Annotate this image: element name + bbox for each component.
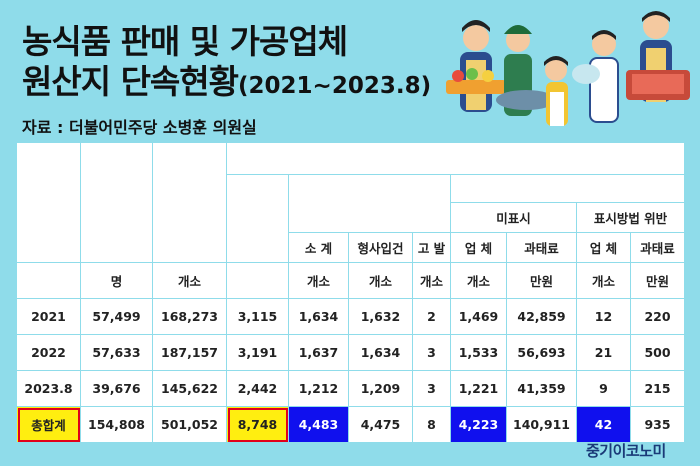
title-main: 원산지 단속현황 (22, 62, 239, 102)
title-line1: 농식품 판매 및 가공업체 (22, 22, 348, 61)
cell-firms2: 9 (576, 370, 631, 407)
table-row: 2022 57,633 187,157 3,191 1,637 1,634 3 … (16, 334, 686, 371)
cell-total: 8,748 (226, 406, 289, 443)
header-firms2: 업 체 (576, 232, 631, 263)
cell-firms2: 42 (576, 406, 631, 443)
title-period: (2021~2023.8) (238, 73, 432, 100)
cell-surveyed: 168,273 (152, 298, 227, 335)
cell-fine: 56,693 (506, 334, 577, 371)
unit-surveyed: 개소 (152, 262, 227, 299)
page-title: 농식품 판매 및 가공업체 원산지 단속현황(2021~2023.8) (22, 22, 431, 103)
cell-criminal: 1,632 (348, 298, 413, 335)
header-unlabeled-all: 미표시 전체 (449, 174, 686, 203)
cell-total: 3,115 (226, 298, 289, 335)
cell-inspectors: 57,499 (80, 298, 153, 335)
cell-accused: 8 (412, 406, 451, 443)
header-false-label: 거짓표시 (288, 174, 451, 233)
cell-fine2: 215 (629, 370, 686, 407)
cell-firms: 4,223 (450, 406, 507, 443)
cell-year: 2022 (16, 334, 81, 371)
cell-firms2: 21 (576, 334, 631, 371)
watermark-logo: 중기이코노미 (586, 442, 666, 460)
table-row: 2021 57,499 168,273 3,115 1,634 1,632 2 … (16, 298, 686, 335)
enforcement-table: 연 도 단속 연인원 조사 업소수 단속실적 합 계 거짓표시 미표시 전체 미… (16, 142, 686, 443)
cell-accused: 2 (412, 298, 451, 335)
unit-firms: 개소 (450, 262, 507, 299)
cell-accused: 3 (412, 334, 451, 371)
cell-total: 2,442 (226, 370, 289, 407)
header-accused: 고 발 (412, 232, 451, 263)
header-method-violation: 표시방법 위반 (575, 202, 686, 233)
cell-criminal: 1,209 (348, 370, 413, 407)
header-year: 연 도 (16, 142, 81, 263)
cell-fine: 42,859 (506, 298, 577, 335)
header-fine: 과태료 (506, 232, 577, 263)
cell-subtotal: 1,634 (288, 298, 349, 335)
source-note: 자료 : 더불어민주당 소병훈 의원실 (22, 118, 257, 137)
cell-accused: 3 (412, 370, 451, 407)
header-firms: 업 체 (450, 232, 507, 263)
cell-surveyed: 145,622 (152, 370, 227, 407)
farmers-illustration (446, 11, 690, 126)
unit-accused: 개소 (412, 262, 451, 299)
cell-firms: 1,469 (450, 298, 507, 335)
header-fine2: 과태료 (629, 232, 686, 263)
table-row: 2023.8 39,676 145,622 2,442 1,212 1,209 … (16, 370, 686, 407)
cell-firms: 1,533 (450, 334, 507, 371)
cell-year: 2023.8 (16, 370, 81, 407)
header-subtotal: 소 계 (288, 232, 349, 263)
header-criminal: 형사입건 (348, 232, 413, 263)
unit-fine2: 만원 (629, 262, 686, 299)
unit-subtotal: 개소 (288, 262, 349, 299)
cell-subtotal: 1,212 (288, 370, 349, 407)
total-row: 총합계 154,808 501,052 8,748 4,483 4,475 8 … (16, 406, 686, 443)
cell-fine2: 500 (629, 334, 686, 371)
cell-surveyed: 187,157 (152, 334, 227, 371)
cell-criminal: 4,475 (348, 406, 413, 443)
cell-subtotal: 4,483 (288, 406, 349, 443)
unit-year (16, 262, 81, 299)
header-results: 단속실적 (225, 142, 686, 175)
unit-fine: 만원 (506, 262, 577, 299)
cell-fine: 41,359 (506, 370, 577, 407)
header-inspectors: 단속 연인원 (80, 142, 153, 263)
cell-inspectors: 39,676 (80, 370, 153, 407)
cell-firms: 1,221 (450, 370, 507, 407)
unit-criminal: 개소 (348, 262, 413, 299)
cell-surveyed: 501,052 (152, 406, 227, 443)
cell-total-label: 총합계 (16, 406, 81, 443)
unit-firms2: 개소 (576, 262, 631, 299)
cell-fine: 140,911 (506, 406, 577, 443)
units-row: 명 개소 개소 개소 개소 개소 만원 개소 만원 (16, 262, 686, 299)
cell-inspectors: 154,808 (80, 406, 153, 443)
cell-subtotal: 1,637 (288, 334, 349, 371)
cell-fine2: 220 (629, 298, 686, 335)
unit-total (226, 262, 289, 299)
cell-year: 2021 (16, 298, 81, 335)
cell-firms2: 12 (576, 298, 631, 335)
header-unlabeled: 미표시 (450, 202, 577, 233)
header-total: 합 계 (226, 174, 289, 263)
cell-inspectors: 57,633 (80, 334, 153, 371)
cell-criminal: 1,634 (348, 334, 413, 371)
unit-inspectors: 명 (80, 262, 153, 299)
title-line2: 원산지 단속현황(2021~2023.8) (22, 62, 431, 102)
cell-fine2: 935 (629, 406, 686, 443)
header-surveyed: 조사 업소수 (152, 142, 227, 263)
cell-total: 3,191 (226, 334, 289, 371)
